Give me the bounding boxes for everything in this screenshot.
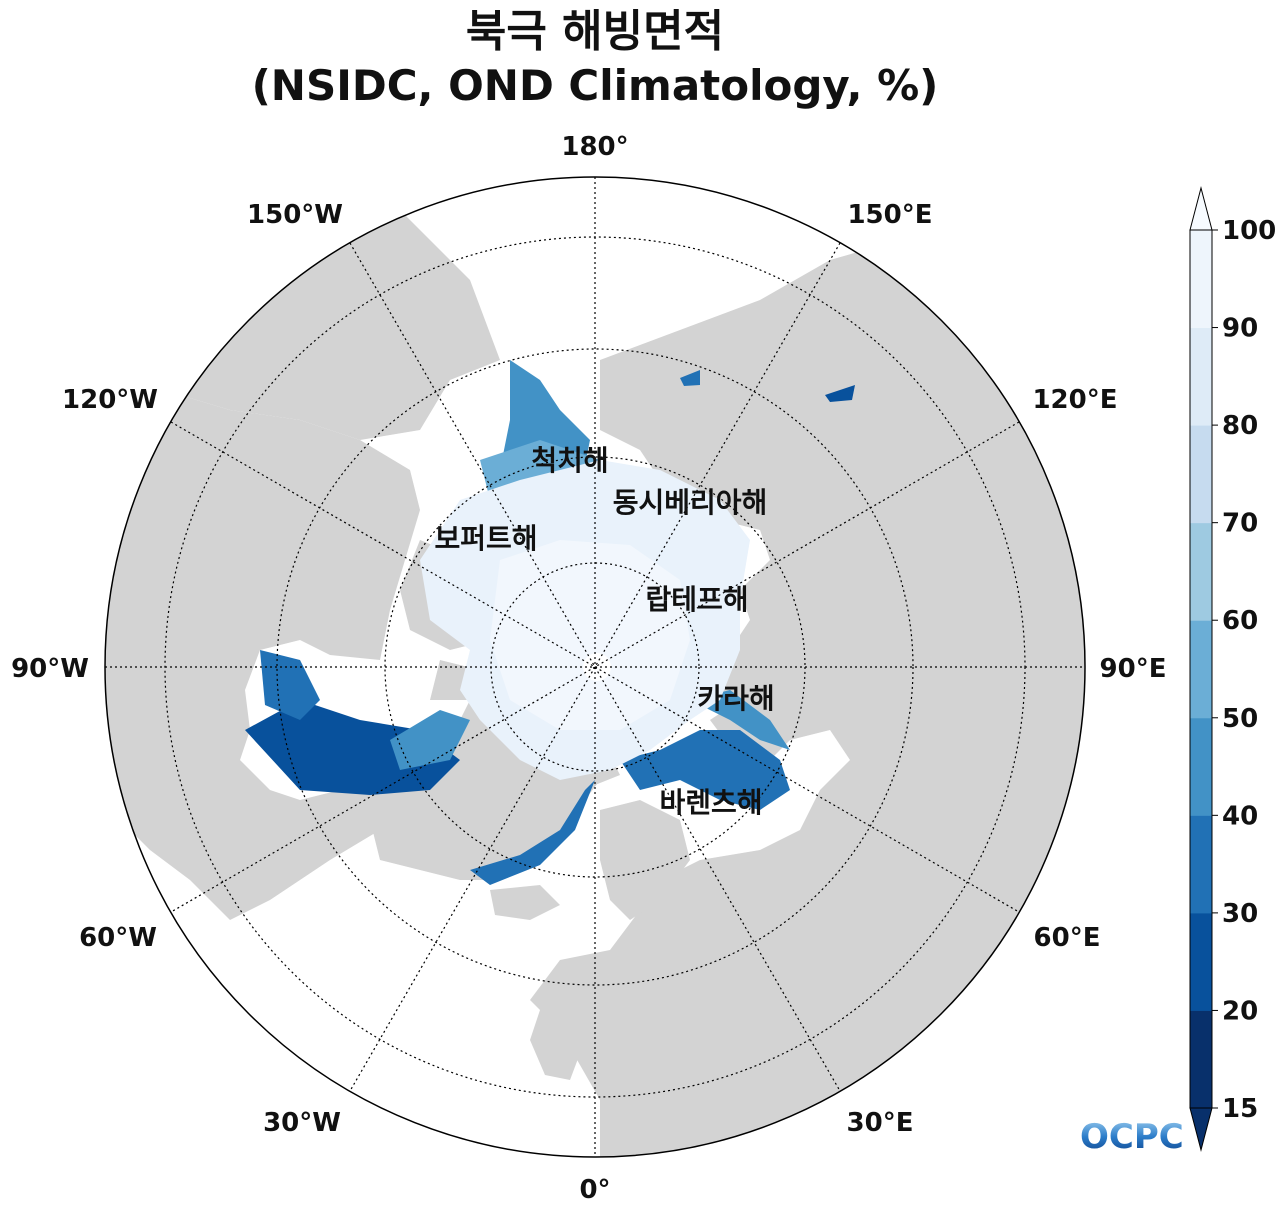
colorbar-segment [1190, 522, 1212, 621]
colorbar-tick-label: 50 [1222, 704, 1258, 734]
colorbar-segment [1190, 620, 1212, 719]
ice-band-kara [690, 690, 790, 750]
ice-band-okhotsk [680, 370, 700, 386]
colorbar: 15 20 30 40 50 60 70 80 90 100 [1189, 186, 1276, 1152]
sea-label-chukchi: 척치해 [531, 444, 608, 477]
sea-ice [245, 360, 855, 885]
colorbar-tick-label: 15 [1222, 1094, 1258, 1124]
colorbar-extend-under [1189, 1107, 1213, 1152]
ice-band-greenland-east [470, 780, 595, 885]
meridian-30e-150w [349, 242, 841, 1092]
lon-label-60w: 60°W [79, 923, 157, 953]
meridian-60e-120w [170, 421, 1020, 913]
meridian-30w-150e [349, 242, 841, 1092]
lon-label-120e: 120°E [1032, 385, 1117, 415]
lon-label-30e: 30°E [847, 1108, 914, 1138]
lon-label-30w: 30°W [263, 1108, 341, 1138]
colorbar-segment [1190, 327, 1212, 426]
land [105, 180, 1085, 1157]
longitude-labels: 180° 150°E 120°E 90°E 60°E 30°E 0° 30°W … [11, 132, 1166, 1205]
lon-label-150e: 150°E [847, 200, 932, 230]
colorbar-segment [1190, 1010, 1212, 1109]
colorbar-segment [1190, 912, 1212, 1011]
ocpc-logo: OCPC [1080, 1117, 1184, 1157]
ice-band-20 [245, 700, 460, 795]
sea-label-kara: 카라해 [697, 682, 774, 715]
lon-label-60e: 60°E [1034, 923, 1101, 953]
colorbar-tick-label: 20 [1222, 996, 1258, 1026]
colorbar-tick-label: 30 [1222, 899, 1258, 929]
colorbar-tick-label: 60 [1222, 606, 1258, 636]
colorbar-tick-label: 90 [1222, 314, 1258, 344]
ice-band-40 [390, 710, 470, 770]
polar-map [105, 177, 1085, 1157]
ice-inner [490, 540, 690, 730]
land-uk [530, 1000, 585, 1080]
land-scandinavia [600, 800, 690, 920]
sea-label-laptev: 랍테프해 [645, 583, 748, 616]
lat-circle-60 [276, 348, 914, 986]
sea-label-barents: 바렌츠해 [659, 786, 762, 819]
ice-band-barents [620, 730, 790, 810]
colorbar-segment [1190, 230, 1212, 329]
land-arctic-islands [330, 480, 500, 700]
map-boundary [104, 176, 1086, 1158]
colorbar-segment [1190, 717, 1212, 816]
graticule [105, 177, 1085, 1157]
colorbar-tick-label: 100 [1222, 216, 1276, 246]
colorbar-segment [1190, 425, 1212, 524]
colorbar-frame [1189, 229, 1213, 1109]
lon-label-90w: 90°W [11, 654, 89, 684]
ice-band-bering [825, 385, 855, 402]
lon-label-120w: 120°W [62, 385, 158, 415]
colorbar-segment [1190, 815, 1212, 914]
sea-label-beaufort: 보퍼트해 [434, 522, 537, 555]
title-line2: (NSIDC, OND Climatology, %) [252, 61, 939, 110]
lon-label-0: 0° [579, 1175, 610, 1205]
colorbar-tick-label: 70 [1222, 509, 1258, 539]
meridian-60w-120e [170, 421, 1020, 913]
lon-label-150w: 150°W [247, 200, 343, 230]
lon-label-90e: 90°E [1100, 654, 1167, 684]
title-line1: 북극 해빙면적 [466, 6, 724, 57]
colorbar-tick-label: 80 [1222, 411, 1258, 441]
lon-label-180: 180° [561, 132, 628, 162]
colorbar-extend-over [1189, 186, 1213, 231]
land-iceland [490, 885, 560, 920]
sea-labels: 척치해 동시베리아해 보퍼트해 랍테프해 카라해 바렌츠해 [434, 444, 774, 819]
colorbar-tick-label: 40 [1222, 801, 1258, 831]
land-eurasia [530, 230, 1085, 1157]
sea-label-east-siberian: 동시베리아해 [613, 486, 768, 519]
